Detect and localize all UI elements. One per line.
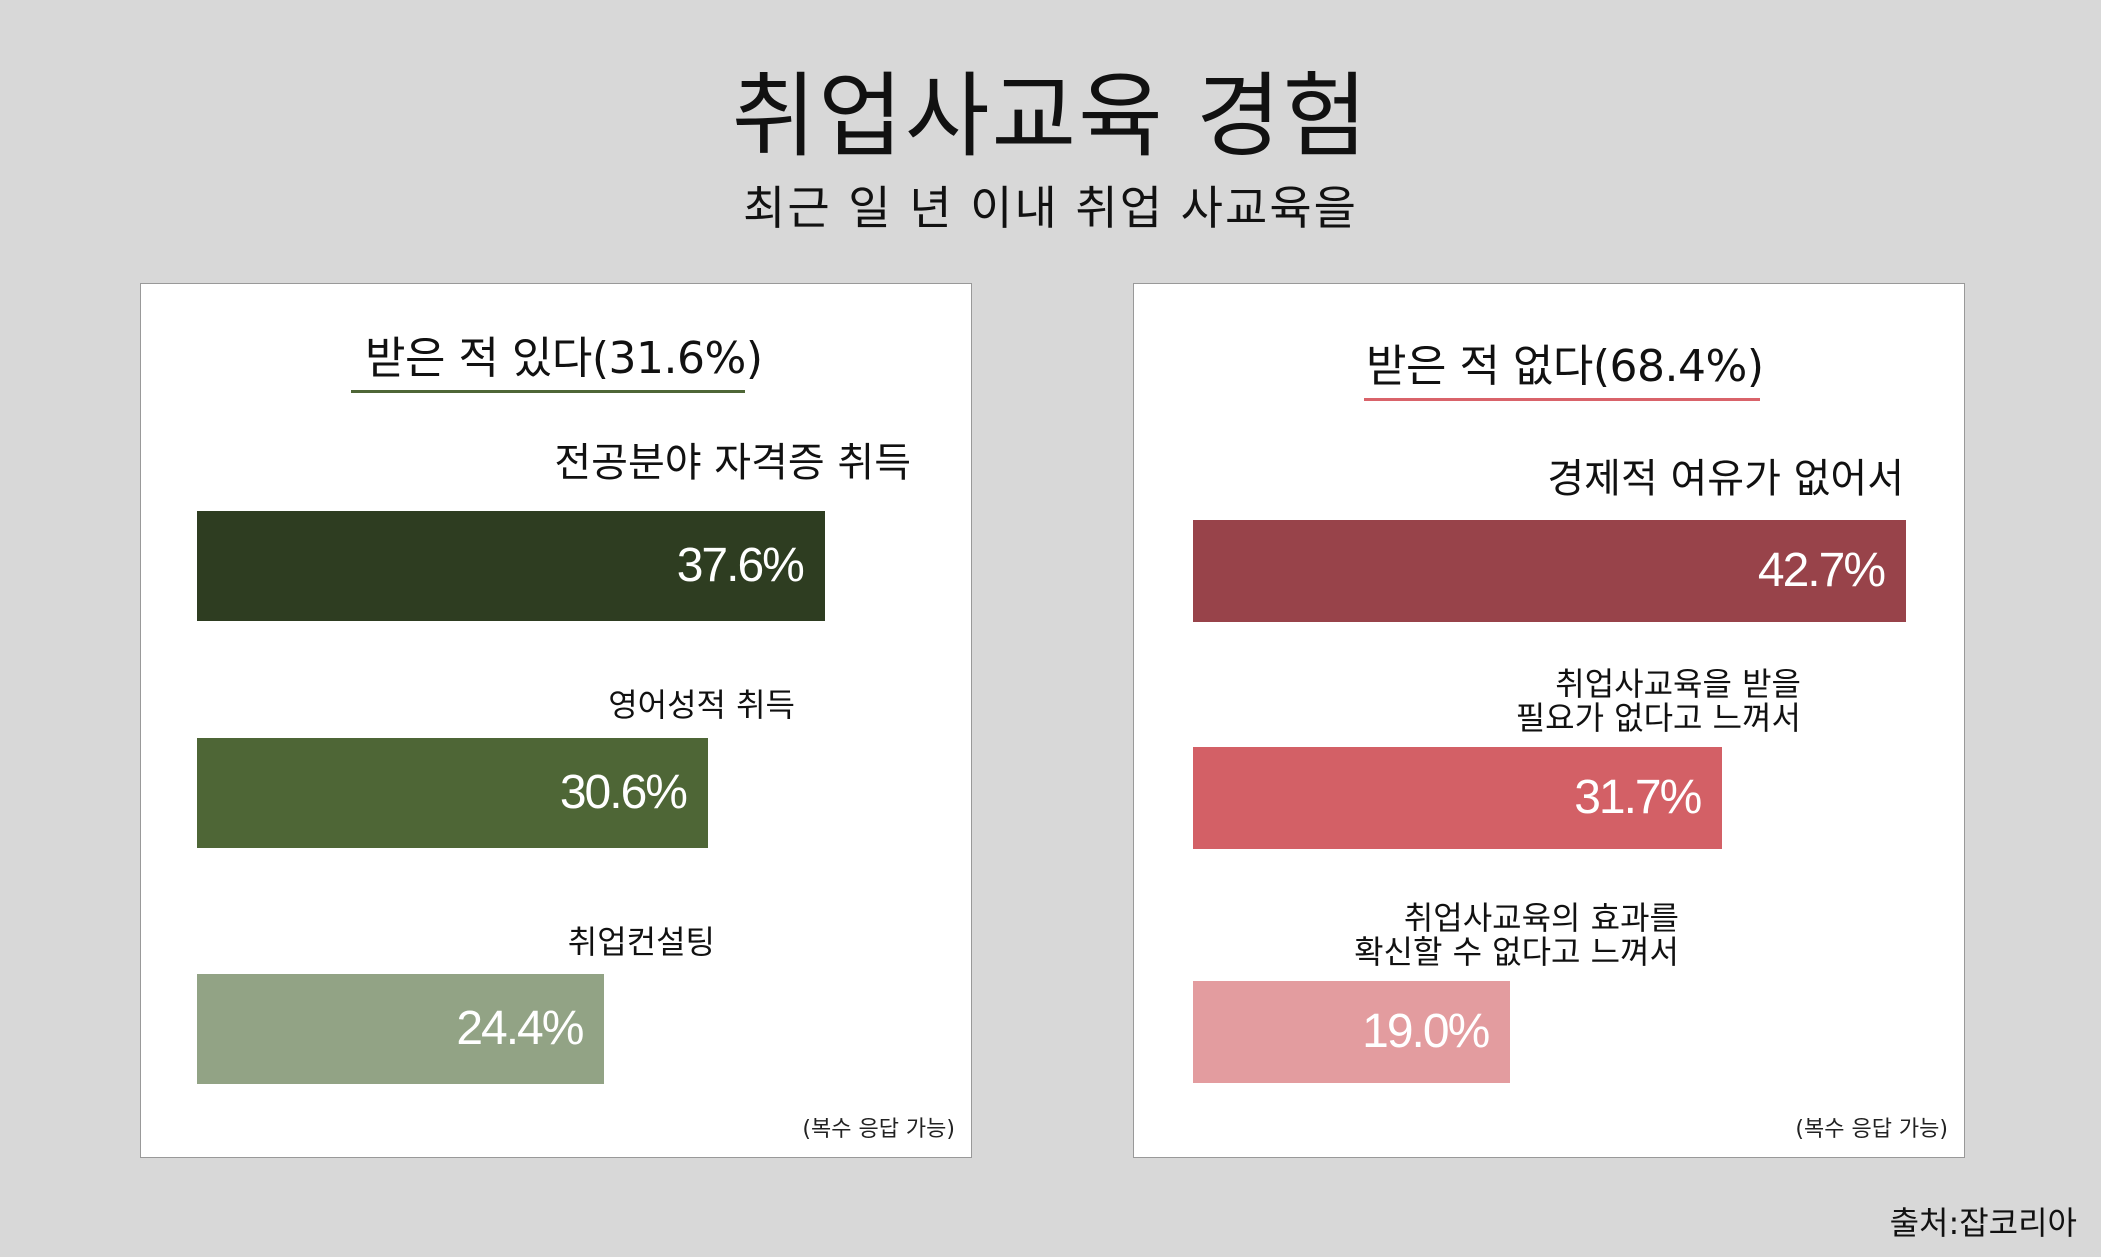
bar-no-money: 42.7% <box>1193 520 1906 622</box>
panel-received: 받은 적 있다(31.6%) 전공분야 자격증 취득 37.6% 영어성적 취득… <box>140 283 972 1158</box>
bar-job-consulting: 24.4% <box>197 974 605 1084</box>
bar-english-score: 30.6% <box>197 738 708 848</box>
panel-title-not-received: 받은 적 없다(68.4%) <box>1366 341 1764 392</box>
panel-title-underline <box>351 390 745 393</box>
multiple-response-note: (복수 응답 가능) <box>802 1117 955 1142</box>
category-label: 취업사교육의 효과를 확신할 수 없다고 느껴서 <box>1354 899 1679 971</box>
bar-value-label: 19.0% <box>1362 1005 1490 1058</box>
bar-unsure-effect: 19.0% <box>1193 981 1511 1083</box>
panel-title-underline <box>1364 398 1760 401</box>
bar-value-label: 37.6% <box>676 539 805 592</box>
bar-value-label: 31.7% <box>1574 771 1702 824</box>
panel-not-received: 받은 적 없다(68.4%) 경제적 여유가 없어서 42.7% 취업사교육을 … <box>1133 283 1965 1158</box>
category-label: 취업컨설팅 <box>567 923 715 961</box>
chart-subtitle: 최근 일 년 이내 취업 사교육을 <box>743 181 1358 235</box>
source-credit: 출처:잡코리아 <box>1889 1204 2077 1242</box>
bar-not-necessary: 31.7% <box>1193 747 1723 849</box>
category-label: 전공분야 자격증 취득 <box>554 440 911 486</box>
chart-title: 취업사교육 경험 <box>731 63 1370 170</box>
bar-major-certificate: 37.6% <box>197 511 825 621</box>
category-label: 취업사교육을 받을 필요가 없다고 느껴서 <box>1515 665 1801 737</box>
bar-value-label: 30.6% <box>559 766 688 819</box>
bar-value-label: 24.4% <box>456 1002 584 1055</box>
multiple-response-note: (복수 응답 가능) <box>1795 1117 1948 1142</box>
category-label: 경제적 여유가 없어서 <box>1547 456 1904 502</box>
category-label: 영어성적 취득 <box>608 686 795 724</box>
bar-value-label: 42.7% <box>1757 544 1886 597</box>
panel-title-received: 받은 적 있다(31.6%) <box>365 333 763 384</box>
